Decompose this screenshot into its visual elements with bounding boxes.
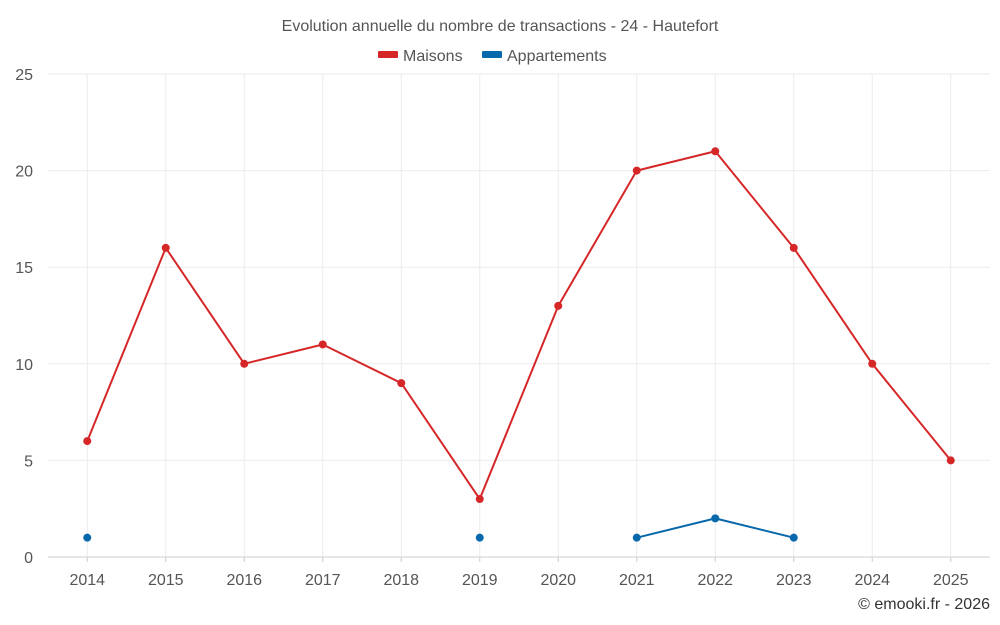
- legend-item-maisons[interactable]: Maisons: [378, 48, 463, 65]
- legend-item-appartements[interactable]: Appartements: [482, 48, 607, 65]
- grid: [48, 73, 990, 558]
- legend-swatch-appartements: [482, 51, 502, 58]
- data-point[interactable]: [946, 456, 955, 465]
- data-point[interactable]: [475, 495, 484, 504]
- x-tick-label: 2014: [69, 572, 105, 589]
- x-tick-label: 2015: [148, 572, 184, 589]
- data-point[interactable]: [83, 437, 92, 446]
- y-tick-label: 10: [15, 357, 33, 374]
- data-point[interactable]: [475, 533, 484, 542]
- x-tick-label: 2020: [540, 572, 576, 589]
- series-maisons: [83, 147, 955, 504]
- legend-label-appartements: Appartements: [507, 48, 607, 65]
- data-point[interactable]: [711, 514, 720, 523]
- credit-text: © emooki.fr - 2026: [858, 596, 990, 613]
- data-point[interactable]: [868, 359, 877, 368]
- data-point[interactable]: [632, 166, 641, 175]
- data-point[interactable]: [397, 379, 406, 388]
- x-tick-label: 2018: [383, 572, 419, 589]
- y-tick-label: 5: [24, 453, 33, 470]
- x-tick-label: 2025: [933, 572, 969, 589]
- data-point[interactable]: [789, 243, 798, 252]
- legend-swatch-maisons: [378, 51, 398, 58]
- x-tick-label: 2022: [697, 572, 733, 589]
- data-point[interactable]: [318, 340, 327, 349]
- data-point[interactable]: [789, 533, 798, 542]
- legend-label-maisons: Maisons: [403, 48, 463, 65]
- x-tick-label: 2016: [226, 572, 262, 589]
- legend: Maisons Appartements: [378, 48, 607, 65]
- x-tick-label: 2021: [619, 572, 655, 589]
- y-tick-label: 15: [15, 260, 33, 277]
- data-point[interactable]: [83, 533, 92, 542]
- y-axis-ticks: 0 5 10 15 20 25: [15, 67, 33, 567]
- x-tick-label: 2024: [854, 572, 890, 589]
- series-line: [86, 150, 952, 501]
- y-tick-label: 20: [15, 164, 33, 181]
- series-appartements: [83, 514, 798, 542]
- data-point[interactable]: [632, 533, 641, 542]
- x-tick-label: 2019: [462, 572, 498, 589]
- data-point[interactable]: [711, 147, 720, 156]
- data-point[interactable]: [554, 301, 563, 310]
- x-tick-label: 2023: [776, 572, 812, 589]
- chart-title: Evolution annuelle du nombre de transact…: [282, 18, 719, 35]
- data-point[interactable]: [240, 359, 249, 368]
- data-point[interactable]: [161, 243, 170, 252]
- series: [83, 147, 955, 542]
- x-axis-ticks: 2014 2015 2016 2017 2018 2019 2020 2021 2022 2023…: [69, 557, 969, 589]
- y-tick-label: 25: [15, 67, 33, 84]
- y-tick-label: 0: [24, 550, 33, 567]
- x-tick-label: 2017: [305, 572, 341, 589]
